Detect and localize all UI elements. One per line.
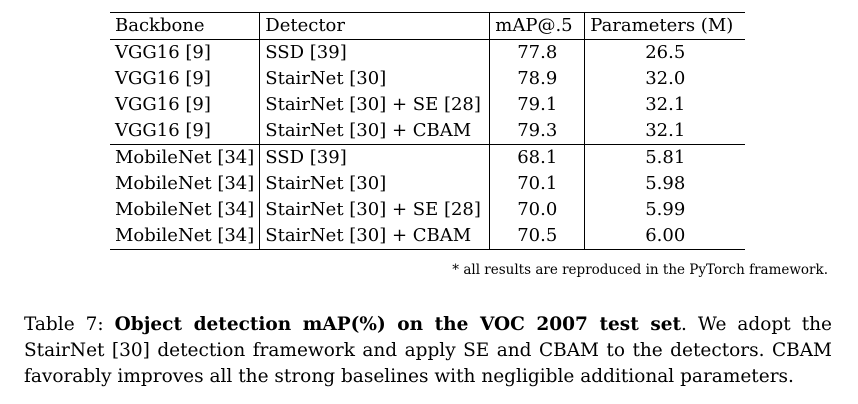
cell-backbone: MobileNet [34]	[110, 171, 261, 197]
cell-params: 32.1	[645, 94, 686, 115]
cell-params: 32.0	[645, 68, 686, 89]
cell-params: 5.99	[645, 199, 686, 220]
cell-backbone: MobileNet [34]	[110, 144, 261, 171]
cell-params: 5.81	[584, 144, 746, 171]
cell-detector: StairNet [30]	[259, 171, 491, 197]
cell-detector: StairNet [30] + SE [28]	[259, 197, 491, 223]
table-row: MobileNet [34] SSD [39] 68.1 5.81	[110, 144, 746, 171]
caption-text: . We adopt the StairNet [30] detection f…	[24, 313, 832, 387]
cell-map: 70.5	[489, 223, 586, 250]
cell-backbone: MobileNet [34]	[110, 197, 261, 223]
cell-detector: StairNet [30] + SE [28]	[259, 92, 491, 118]
cell-map: 79.3	[489, 118, 586, 145]
cell-map: 68.1	[489, 144, 586, 171]
cell-params: 32.1	[645, 120, 686, 141]
header-detector: Detector	[259, 12, 491, 40]
cell-backbone: MobileNet [34]	[110, 223, 261, 250]
table-row: MobileNet [34] StairNet [30] 70.1 5.98	[110, 171, 745, 197]
cell-detector: SSD [39]	[259, 39, 491, 66]
cell-params: 5.98	[645, 173, 686, 194]
results-table: Backbone Detector mAP@.5 Parameters (M) …	[110, 12, 746, 250]
caption-label: Table 7:	[24, 313, 115, 335]
header-backbone: Backbone	[110, 12, 261, 40]
cell-backbone: VGG16 [9]	[110, 92, 261, 118]
cell-map: 70.0	[489, 197, 586, 223]
cell-params: 6.00	[584, 223, 746, 250]
table-row: VGG16 [9] StairNet [30] 78.9 32.0	[110, 66, 745, 92]
cell-detector: StairNet [30]	[259, 66, 491, 92]
cell-detector: StairNet [30] + CBAM	[259, 118, 491, 145]
cell-backbone: VGG16 [9]	[110, 118, 261, 145]
table-header-row: Backbone Detector mAP@.5 Parameters (M)	[110, 12, 746, 40]
header-map: mAP@.5	[489, 12, 586, 40]
cell-map: 78.9	[489, 66, 586, 92]
cell-backbone: VGG16 [9]	[110, 66, 261, 92]
table-row: VGG16 [9] SSD [39] 77.8 26.5	[110, 39, 746, 66]
cell-detector: StairNet [30] + CBAM	[259, 223, 491, 250]
table-row: VGG16 [9] StairNet [30] + SE [28] 79.1 32.1	[110, 92, 745, 118]
table-body: VGG16 [9] SSD [39] 77.8 26.5 VGG16 [9] StairN…	[110, 39, 746, 250]
cell-detector: SSD [39]	[259, 144, 491, 171]
table-row: MobileNet [34] StairNet [30] + SE [28] 70.…	[110, 197, 745, 223]
cell-map: 77.8	[489, 39, 586, 66]
table-footnote: * all results are reproduced in the PyTo…	[452, 262, 828, 278]
cell-params: 26.5	[584, 39, 746, 66]
table-row: MobileNet [34] StairNet [30] + CBAM 70.5 6.…	[110, 223, 746, 250]
table-caption: Table 7: Object detection mAP(%) on the …	[24, 312, 832, 390]
table-row: VGG16 [9] StairNet [30] + CBAM 79.3 32.1	[110, 118, 745, 145]
caption-bold-title: Object detection mAP(%) on the VOC 2007 …	[114, 313, 682, 335]
cell-map: 79.1	[489, 92, 586, 118]
cell-map: 70.1	[489, 171, 586, 197]
header-params: Parameters (M)	[584, 12, 746, 40]
cell-backbone: VGG16 [9]	[110, 39, 261, 66]
